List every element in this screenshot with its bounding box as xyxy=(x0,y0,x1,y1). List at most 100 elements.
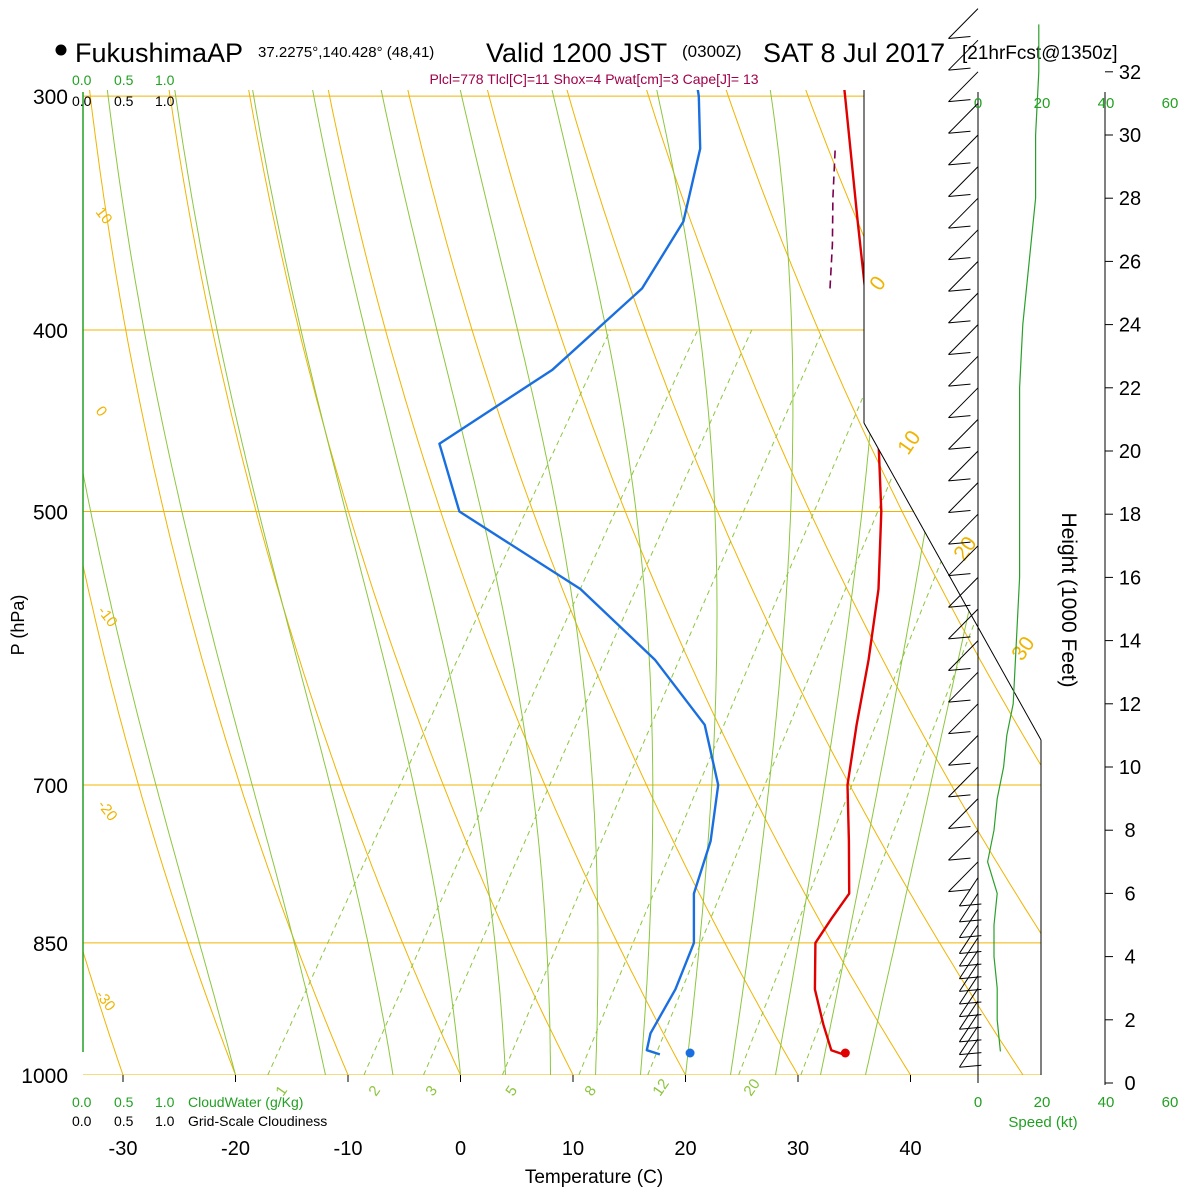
moist-adiabat-line xyxy=(89,90,326,1075)
station-name: FukushimaAP xyxy=(75,38,243,68)
wind-barb-flag xyxy=(948,351,971,355)
wind-barb-flag xyxy=(948,667,971,671)
wind-barb-flag xyxy=(959,1064,982,1068)
wind-barb-flag xyxy=(948,320,971,324)
dry-adiabat-line xyxy=(146,90,480,1075)
axes: -30-20-100102030402503004005007008501000… xyxy=(21,8,1179,1160)
wind-barb-flag xyxy=(959,935,982,939)
moist-adiabat-line xyxy=(423,90,599,1075)
wind-barb-staff xyxy=(948,861,979,893)
dewpoint-profile xyxy=(438,90,720,1056)
bottom-black-scale-1: 0.5 xyxy=(114,1113,134,1129)
wind-barb-staff xyxy=(948,829,979,861)
parcel-trace xyxy=(829,148,836,289)
valid-utc: (0300Z) xyxy=(682,42,742,61)
top-black-scale-0: 0.0 xyxy=(72,93,92,109)
height-tick-label: 30 xyxy=(1119,125,1141,147)
speed-tick-label-bottom: 0 xyxy=(974,1094,982,1111)
bottom-black-scale-0: 0.0 xyxy=(72,1113,92,1129)
wind-barb-staff xyxy=(958,877,979,907)
wind-barb-flag xyxy=(948,383,971,387)
p-tick-label: 850 xyxy=(33,933,68,956)
dry-adiabat-line xyxy=(1195,0,1200,1115)
wind-barb-staff xyxy=(948,197,979,229)
x-tick-label: -20 xyxy=(221,1138,250,1160)
height-tick-label: 20 xyxy=(1119,441,1141,463)
wind-barb-flag xyxy=(948,478,971,482)
wind-barb-flag xyxy=(948,99,971,103)
dry-adiabat-line xyxy=(446,90,936,1075)
wind-barb-staff xyxy=(948,513,979,545)
dry-adiabat-line xyxy=(670,90,1041,1075)
p-tick-label: 300 xyxy=(33,86,68,109)
x-tick-label: 40 xyxy=(899,1138,921,1160)
wind-barb-staff xyxy=(958,975,979,1005)
mixing-ratio-line xyxy=(647,329,955,1075)
y-axis-title: P (hPa) xyxy=(8,595,28,656)
top-black-scale-1: 0.5 xyxy=(114,93,134,109)
wind-barb-staff xyxy=(948,71,979,103)
p-tick-label: 400 xyxy=(33,320,68,343)
top-green-scale-0: 0.0 xyxy=(72,72,92,88)
wind-barb-staff xyxy=(948,387,979,419)
top-left-scales: 0.0 0.5 1.0 0.0 0.5 1.0 xyxy=(72,72,175,109)
temperature-profile xyxy=(813,90,883,1056)
x-tick-label: -30 xyxy=(109,1138,138,1160)
height-tick-label: 26 xyxy=(1119,251,1141,273)
valid-date: SAT 8 Jul 2017 xyxy=(763,38,945,68)
moist-adiabat-line xyxy=(83,90,236,1075)
height-tick-label: 28 xyxy=(1119,188,1141,210)
wind-barb-flag xyxy=(959,988,982,992)
wind-barb-staff xyxy=(958,908,979,938)
cloud-water-label: CloudWater (g/Kg) xyxy=(188,1094,303,1110)
wind-barb-staff xyxy=(948,671,979,703)
valid-time: Valid 1200 JST xyxy=(486,38,667,68)
dry-adiabat-line xyxy=(83,90,252,1075)
height-axis-title: Height (1000 Feet) xyxy=(1057,512,1080,687)
wind-barb-flag xyxy=(959,1039,982,1043)
dry-adiabat-label: -10 xyxy=(94,603,121,631)
stability-indices: Plcl=778 Tlcl[C]=11 Shox=4 Pwat[cm]=3 Ca… xyxy=(429,71,758,87)
wind-barb-flag xyxy=(959,919,982,923)
wind-barb-staff xyxy=(948,640,979,671)
top-green-scale-2: 1.0 xyxy=(155,72,175,88)
wind-barb-staff xyxy=(948,324,979,355)
mixing-ratio-line xyxy=(578,329,893,1075)
moist-adiabat-line xyxy=(865,90,1041,1075)
wind-barb-flag xyxy=(948,889,971,893)
dry-adiabat-label: -20 xyxy=(94,797,121,825)
wind-barb-staff xyxy=(958,987,979,1017)
moist-adiabat-line xyxy=(730,90,794,1075)
wind-barb-flag xyxy=(948,573,971,577)
wind-barb-flag xyxy=(948,699,971,703)
height-tick-label: 12 xyxy=(1119,694,1141,716)
wind-barb-flag xyxy=(959,1014,982,1018)
height-tick-label: 0 xyxy=(1124,1073,1135,1095)
mixing-ratio-line xyxy=(363,329,699,1075)
dry-adiabat-label: 10 xyxy=(92,204,116,228)
x-tick-label: 0 xyxy=(455,1138,466,1160)
wind-barb-flag xyxy=(948,509,971,513)
speed-axis-title: Speed (kt) xyxy=(1008,1114,1077,1131)
x-tick-label: 10 xyxy=(562,1138,584,1160)
moist-adiabat-line xyxy=(153,90,394,1075)
height-tick-label: 22 xyxy=(1119,378,1141,400)
moist-adiabat-line xyxy=(226,90,461,1075)
wind-barb-staff xyxy=(958,962,979,992)
height-tick-label: 6 xyxy=(1124,883,1135,905)
dry-adiabat-label: -30 xyxy=(92,987,119,1015)
speed-tick-label-bottom: 60 xyxy=(1162,1094,1179,1111)
mixing-ratio-line xyxy=(267,329,611,1075)
wind-barb-staff xyxy=(958,893,979,923)
mixing-ratio-label: 8 xyxy=(581,1083,600,1100)
x-tick-label: 30 xyxy=(787,1138,809,1160)
wind-barb-staff xyxy=(948,608,979,640)
bottom-green-scale-0: 0.0 xyxy=(72,1094,92,1110)
wind-barb-staff xyxy=(948,735,979,766)
wind-barb-flag xyxy=(948,604,971,608)
surface-dewpoint-marker xyxy=(685,1048,695,1058)
dry-adiabat-label: 0 xyxy=(92,403,111,420)
wind-barb-staff xyxy=(948,577,979,608)
height-tick-label: 10 xyxy=(1119,757,1141,779)
